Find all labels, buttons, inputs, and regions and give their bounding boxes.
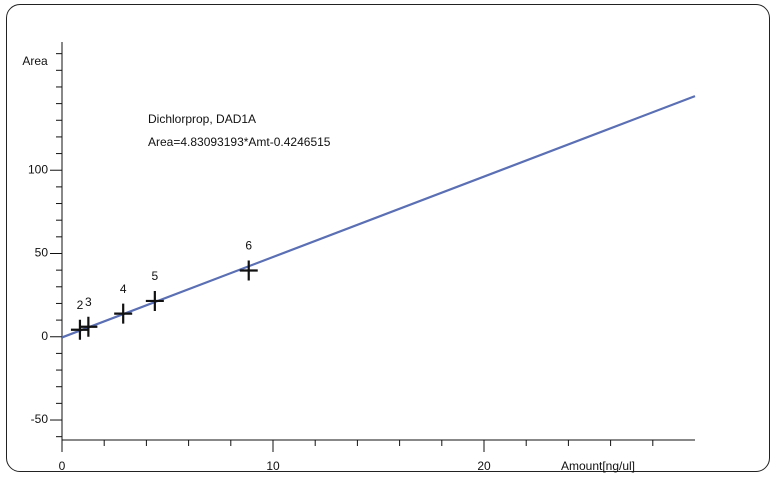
x-tick-label: 0 bbox=[59, 459, 66, 473]
fit-line bbox=[61, 95, 696, 339]
calibration-point bbox=[239, 260, 258, 281]
point-label: 4 bbox=[120, 282, 127, 296]
y-tick-label: 0 bbox=[41, 329, 48, 343]
y-axis-label: Area bbox=[22, 54, 48, 68]
y-tick-label: 50 bbox=[35, 246, 49, 260]
point-label: 5 bbox=[151, 269, 158, 283]
point-label: 2 bbox=[77, 298, 84, 312]
annotation: Dichlorprop, DAD1A bbox=[148, 112, 256, 126]
calibration-point bbox=[70, 319, 89, 340]
calibration-point bbox=[114, 303, 133, 324]
x-tick-label: 20 bbox=[477, 459, 491, 473]
x-axis-label: Amount[ng/ul] bbox=[561, 459, 635, 473]
calibration-point bbox=[145, 290, 164, 311]
y-tick-label: 100 bbox=[28, 162, 48, 176]
point-label: 3 bbox=[85, 295, 92, 309]
point-label: 6 bbox=[245, 239, 252, 253]
frame bbox=[6, 4, 770, 472]
y-tick-label: -50 bbox=[31, 412, 49, 426]
calibration-point bbox=[79, 316, 98, 337]
annotation: Area=4.83093193*Amt-0.4246515 bbox=[148, 135, 331, 149]
x-tick-label: 10 bbox=[266, 459, 280, 473]
